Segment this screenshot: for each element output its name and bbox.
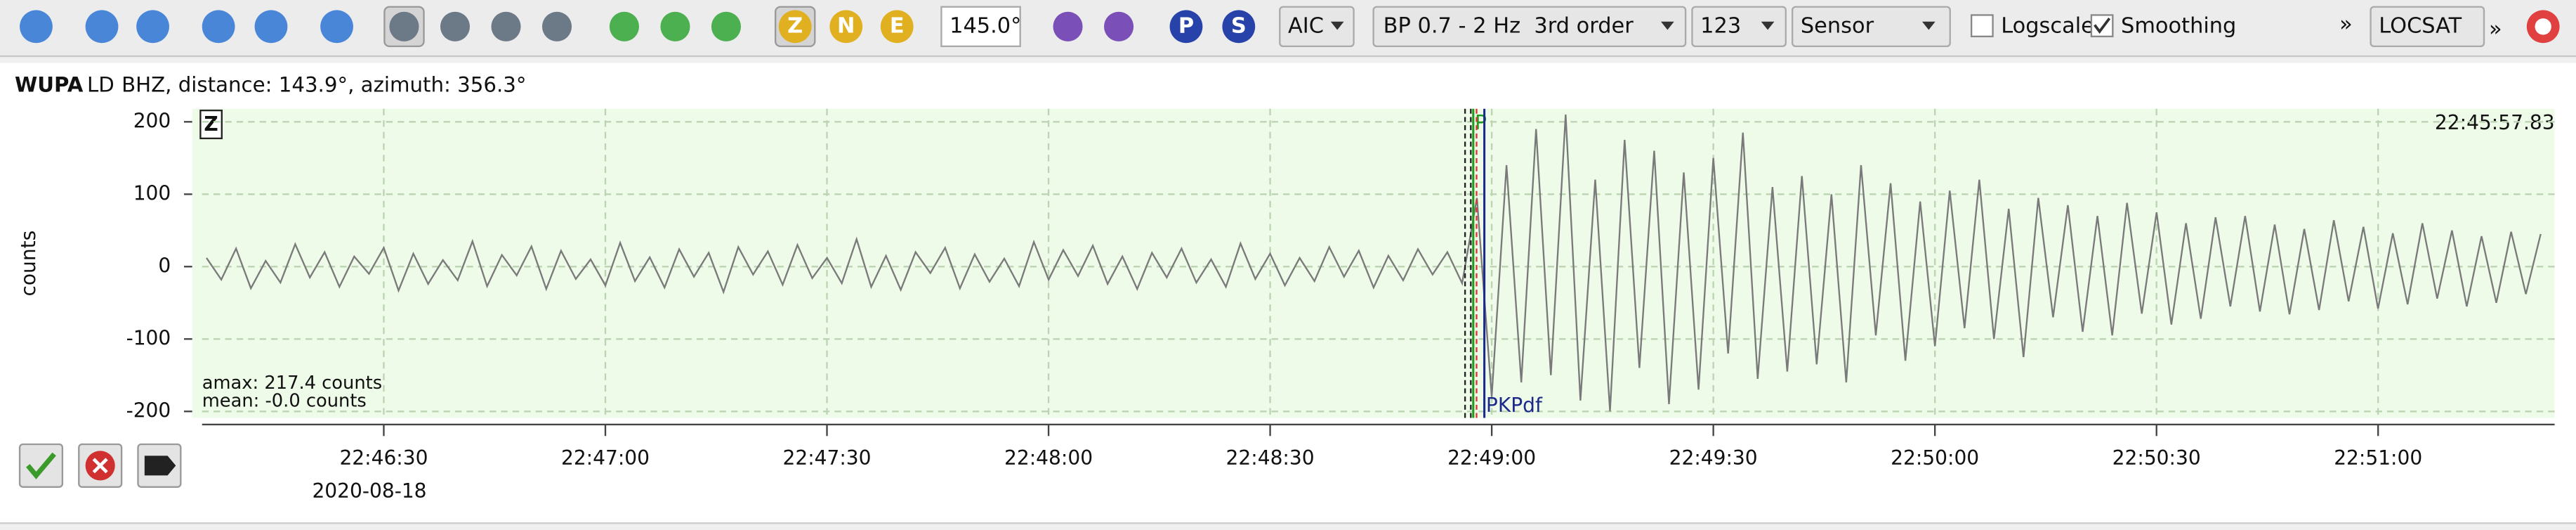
toolbar-icons[interactable] [20,6,2560,48]
y-tick-label: 100 [133,181,171,205]
locator-value[interactable]: LOCSAT [2379,13,2462,38]
x-tick-label: 22:50:00 [1891,446,1979,470]
y-tick-label: -200 [126,399,171,422]
date: 2020-08-18 [312,479,426,503]
logscale-checkbox[interactable] [1970,14,1994,38]
component-button[interactable]: N [837,13,855,38]
network: LD [87,73,114,97]
amax: amax: 217.4 counts [202,373,382,394]
action-buttons[interactable] [18,443,182,488]
combo-arrows [1330,21,2471,30]
logscale-label[interactable]: Logscale [2001,13,2094,38]
x-tick-label: 22:48:30 [1226,446,1315,470]
plot-area [192,108,2555,418]
x-tick-label: 22:51:00 [2334,446,2422,470]
channels-value[interactable]: 123 [1700,13,1741,38]
units-combo[interactable] [1791,6,1951,48]
picker-value[interactable]: AIC [1288,13,1324,38]
x-tick-label: 22:48:00 [1004,446,1093,470]
component-box [199,109,223,140]
depth-value[interactable]: 145.0° [949,13,1021,38]
x-tick-label: 22:49:30 [1669,446,1758,470]
filter-combo[interactable] [1372,6,1687,48]
channels-combo[interactable] [1691,6,1787,48]
component-label: Z [204,112,218,136]
picker-combo[interactable] [1279,6,1355,48]
y-tick-label: -100 [126,326,171,349]
y-tick-label: 0 [158,254,171,277]
component-button[interactable]: E [890,13,905,38]
phase-button[interactable]: P [1178,13,1194,38]
filter-value[interactable]: BP 0.7 - 2 Hz 3rd order [1384,13,1634,38]
component-button[interactable]: Z [787,13,803,38]
trace-info: BHZ, distance: 143.9°, azimuth: 356.3° [121,73,526,97]
x-tick-label: 22:46:30 [339,446,428,470]
mean: mean: -0.0 counts [202,391,367,412]
x-tick-label: 22:49:00 [1447,446,1536,470]
more-button[interactable]: » [2339,12,2353,37]
units-value[interactable]: Sensor [1801,13,1874,38]
pick-label: PKPdf [1486,394,1543,417]
x-tick-label: 22:47:30 [782,446,871,470]
phase-button[interactable]: S [1231,13,1247,38]
station: WUPA [15,73,84,97]
locator-combo[interactable] [2370,6,2485,48]
more-button[interactable]: » [2489,17,2502,41]
smoothing-label[interactable]: Smoothing [2121,13,2236,38]
x-tick-label: 22:47:00 [561,446,650,470]
y-axis-label: counts [17,231,40,297]
waveform [206,114,2542,412]
x-tick-label: 22:50:30 [2112,446,2201,470]
y-tick-label: 200 [133,109,171,132]
depth-input[interactable] [940,6,1021,48]
